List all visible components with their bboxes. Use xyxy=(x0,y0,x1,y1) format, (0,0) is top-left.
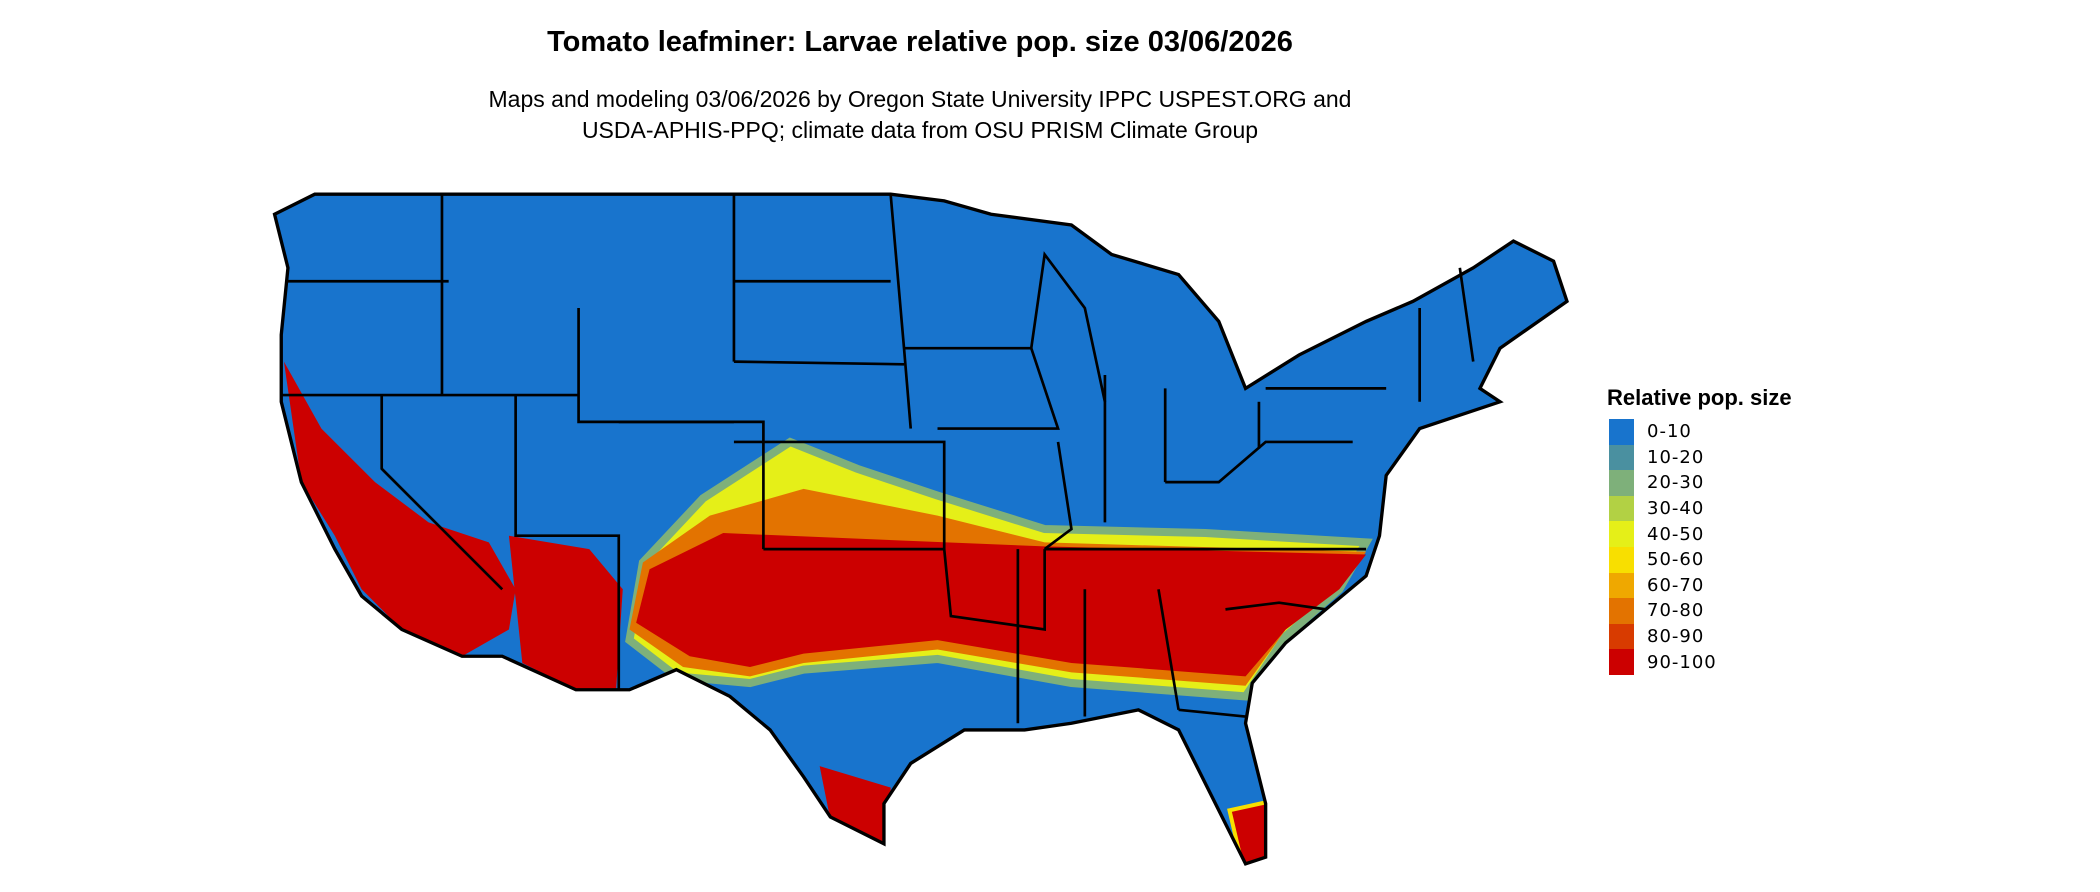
legend-item: 60-70 xyxy=(1609,572,1792,599)
legend-label: 90-100 xyxy=(1647,651,1717,673)
legend-swatch xyxy=(1609,649,1634,675)
legend-item: 80-90 xyxy=(1609,623,1792,650)
legend-item: 50-60 xyxy=(1609,546,1792,573)
legend-item: 70-80 xyxy=(1609,598,1792,624)
legend-swatch xyxy=(1609,546,1634,573)
legend-swatch xyxy=(1609,495,1634,522)
legend-swatch xyxy=(1609,521,1634,547)
legend-label: 40-50 xyxy=(1647,523,1705,545)
legend-label: 20-30 xyxy=(1647,472,1705,494)
state-borders xyxy=(281,194,1475,724)
legend-item: 30-40 xyxy=(1609,495,1792,522)
legend-swatch xyxy=(1609,470,1634,496)
legend-label: 80-90 xyxy=(1647,626,1705,648)
legend-item: 20-30 xyxy=(1609,470,1792,496)
legend-title: Relative pop. size xyxy=(1607,385,1792,410)
legend-item: 0-10 xyxy=(1609,419,1792,445)
zone-red-west xyxy=(283,361,516,657)
legend-item: 90-100 xyxy=(1609,649,1792,675)
zone-red-south xyxy=(636,533,1367,677)
map-subtitle-line2: USDA-APHIS-PPQ; climate data from OSU PR… xyxy=(581,117,1259,143)
zone-red-arizona xyxy=(508,535,623,690)
legend: Relative pop. size 0-10 10-20 20-30 30-40 40… xyxy=(1607,385,1792,675)
legend-label: 60-70 xyxy=(1647,574,1705,596)
legend-label: 50-60 xyxy=(1647,549,1705,571)
legend-item: 10-20 xyxy=(1609,444,1792,471)
map-subtitle-line1: Maps and modeling 03/06/2026 by Oregon S… xyxy=(488,86,1352,112)
legend-label: 30-40 xyxy=(1647,498,1705,520)
legend-label: 0-10 xyxy=(1647,421,1692,443)
legend-swatch xyxy=(1609,623,1634,650)
zone-red-texas-south xyxy=(819,766,891,847)
legend-swatch xyxy=(1609,444,1634,471)
legend-swatch xyxy=(1609,572,1634,599)
legend-swatch xyxy=(1609,419,1634,445)
legend-swatch xyxy=(1609,598,1634,624)
legend-label: 10-20 xyxy=(1647,446,1705,468)
map-title: Tomato leafminer: Larvae relative pop. s… xyxy=(547,26,1293,58)
legend-item: 40-50 xyxy=(1609,521,1792,547)
legend-label: 70-80 xyxy=(1647,600,1705,622)
